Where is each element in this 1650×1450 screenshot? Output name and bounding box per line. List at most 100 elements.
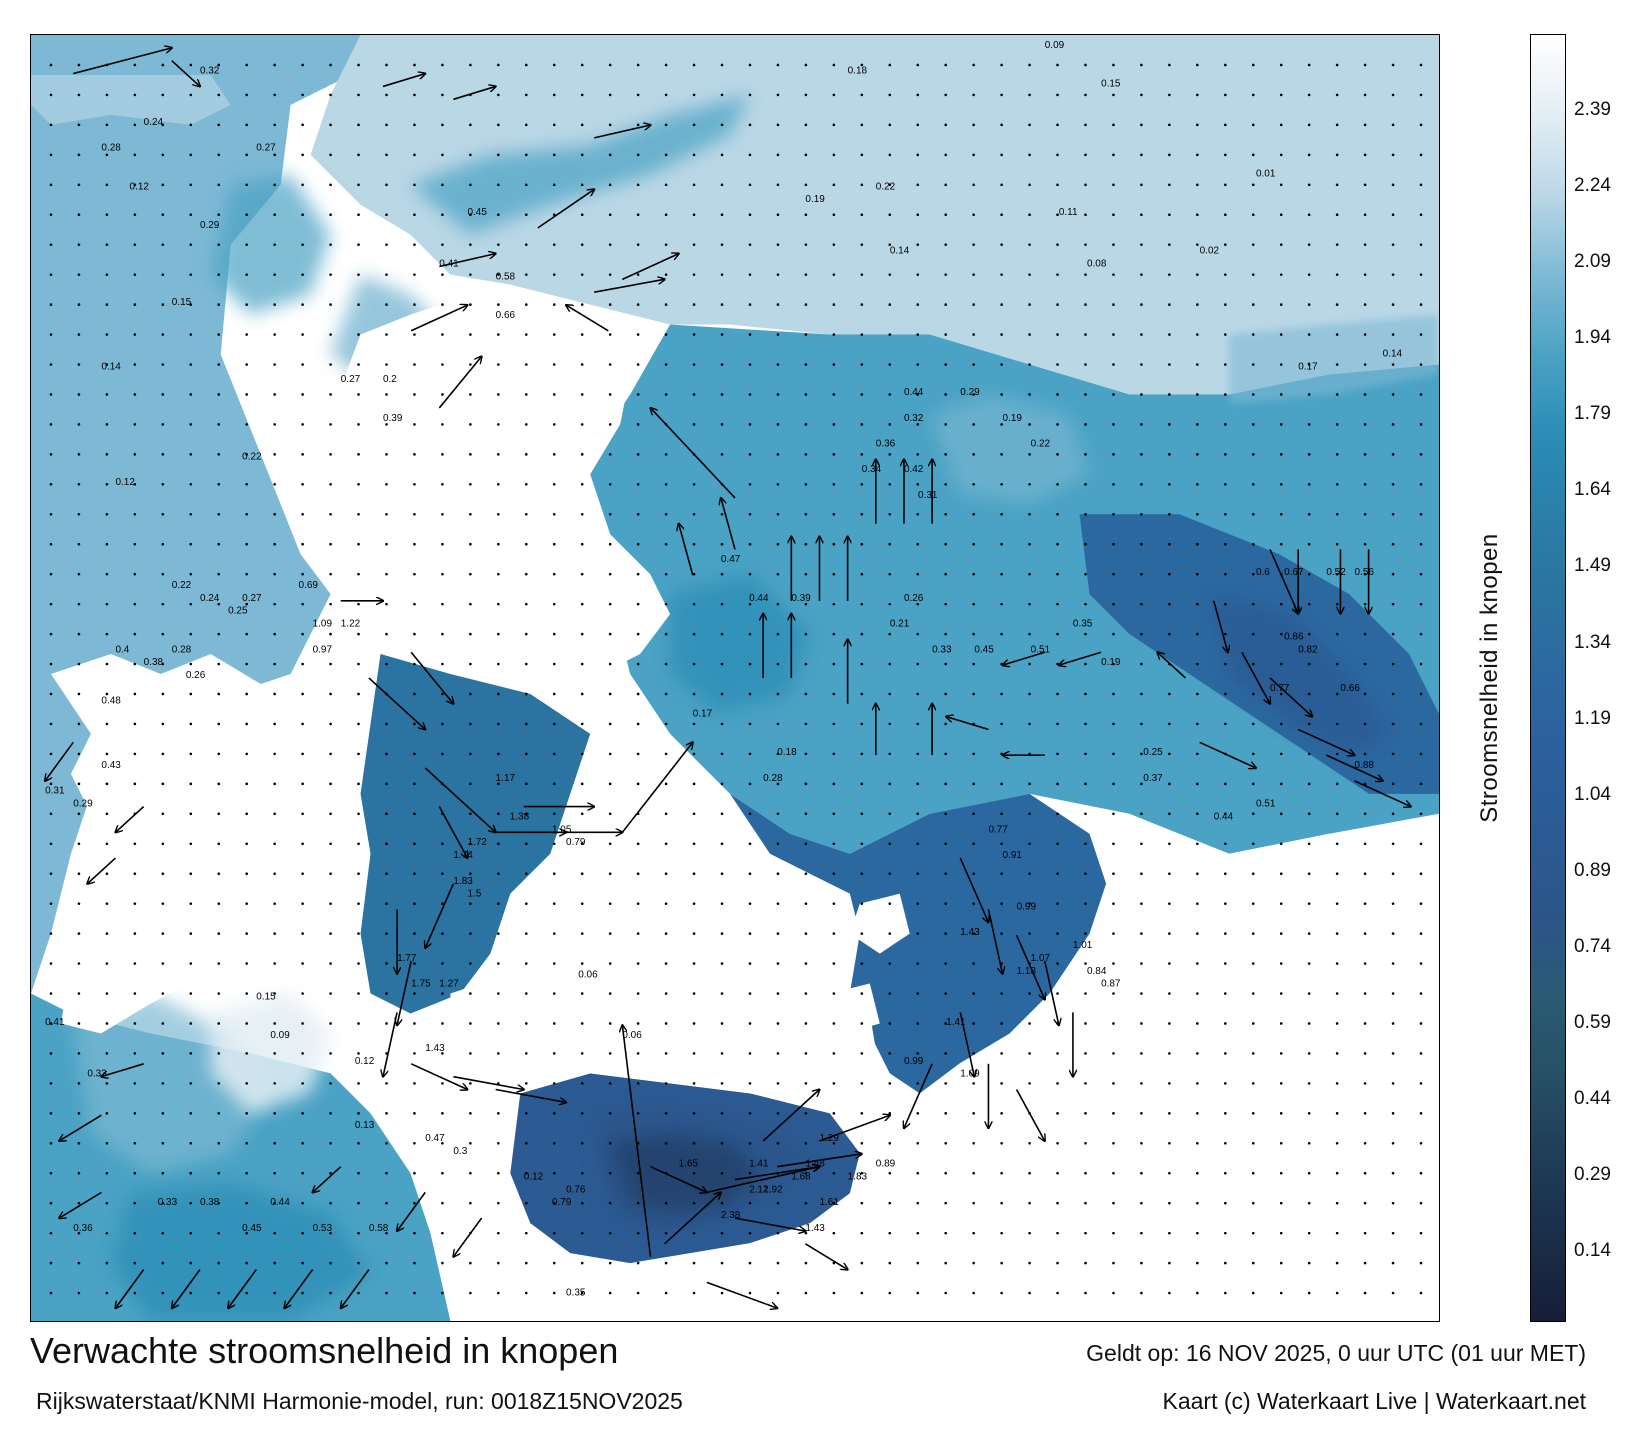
grid-dot bbox=[1224, 63, 1227, 67]
grid-dot bbox=[273, 333, 276, 336]
grid-dot bbox=[720, 1201, 724, 1205]
grid-dot bbox=[245, 63, 248, 67]
grid-dot bbox=[189, 872, 193, 875]
grid-dot bbox=[524, 333, 528, 336]
grid-dot bbox=[133, 63, 137, 67]
grid-dot bbox=[944, 572, 947, 576]
grid-dot bbox=[49, 63, 53, 67]
grid-dot bbox=[1000, 872, 1003, 875]
grid-dot bbox=[385, 842, 388, 846]
grid-dot bbox=[1307, 1291, 1311, 1295]
grid-dot bbox=[77, 992, 81, 995]
grid-dot bbox=[1140, 93, 1143, 97]
grid-dot bbox=[189, 962, 193, 965]
grid-dot bbox=[1307, 542, 1311, 546]
land-areas bbox=[31, 74, 1439, 1321]
grid-dot bbox=[1028, 572, 1031, 576]
grid-dot bbox=[860, 243, 864, 246]
grid-dot bbox=[245, 153, 248, 157]
grid-dot bbox=[1251, 992, 1255, 995]
grid-dot bbox=[524, 1052, 528, 1055]
grid-dot bbox=[1251, 812, 1255, 816]
grid-dot bbox=[217, 962, 221, 965]
grid-dot bbox=[832, 1082, 836, 1085]
grid-dot bbox=[776, 632, 780, 636]
grid-dot bbox=[1000, 1022, 1003, 1025]
current-arrow bbox=[410, 1063, 467, 1090]
grid-dot bbox=[497, 752, 500, 756]
grid-dot bbox=[1307, 902, 1311, 905]
grid-dot bbox=[133, 273, 137, 276]
grid-dot bbox=[49, 1201, 53, 1205]
grid-dot bbox=[1307, 1141, 1311, 1145]
grid-dot bbox=[608, 63, 612, 67]
grid-dot bbox=[1028, 363, 1031, 366]
grid-dot bbox=[189, 902, 193, 905]
grid-dot bbox=[1419, 1291, 1423, 1295]
grid-dot bbox=[413, 423, 416, 426]
grid-dot bbox=[1335, 692, 1339, 696]
grid-dot bbox=[608, 1231, 612, 1235]
speed-label: 1.65 bbox=[679, 1159, 699, 1170]
grid-dot bbox=[1084, 273, 1087, 276]
grid-dot bbox=[77, 1141, 81, 1145]
grid-dot bbox=[1335, 782, 1339, 786]
grid-dot bbox=[1056, 572, 1059, 576]
map-frame[interactable]: 0.32 0.24 0.28 0.12 0.27 0.29 0.15 0.14 0.41 0.45… bbox=[30, 34, 1440, 1322]
grid-dot bbox=[301, 662, 304, 666]
grid-dot bbox=[748, 1201, 752, 1205]
grid-dot bbox=[161, 572, 165, 576]
grid-dot bbox=[497, 273, 500, 276]
grid-dot bbox=[748, 1082, 752, 1085]
colorbar bbox=[1530, 34, 1566, 1322]
grid-dot bbox=[273, 1201, 276, 1205]
grid-dot bbox=[636, 932, 640, 935]
grid-dot bbox=[217, 842, 221, 846]
grid-dot bbox=[497, 393, 500, 396]
grid-dot bbox=[916, 1201, 920, 1205]
grid-dot bbox=[608, 512, 612, 516]
grid-dot bbox=[357, 1082, 360, 1085]
grid-dot bbox=[552, 542, 556, 546]
grid-dot bbox=[636, 1291, 640, 1295]
grid-dot bbox=[1000, 1112, 1003, 1115]
grid-dot bbox=[664, 393, 668, 396]
grid-dot bbox=[748, 363, 752, 366]
grid-dot bbox=[1363, 303, 1367, 306]
grid-dot bbox=[664, 902, 668, 905]
grid-dot bbox=[49, 902, 53, 905]
grid-dot bbox=[888, 632, 892, 636]
grid-dot bbox=[1279, 722, 1283, 726]
grid-dot bbox=[189, 273, 193, 276]
grid-dot bbox=[1028, 93, 1031, 97]
current-speed-map[interactable]: 0.320.240.280.120.270.290.150.140.410.45… bbox=[31, 35, 1439, 1321]
grid-dot bbox=[469, 393, 472, 396]
grid-dot bbox=[916, 1231, 920, 1235]
grid-dot bbox=[1307, 962, 1311, 965]
grid-dot bbox=[245, 542, 248, 546]
grid-dot bbox=[804, 273, 808, 276]
grid-dot bbox=[329, 872, 332, 875]
grid-dot bbox=[1000, 632, 1003, 636]
grid-dot bbox=[804, 453, 808, 456]
grid-dot bbox=[1363, 1291, 1367, 1295]
current-arrow bbox=[594, 279, 664, 293]
grid-dot bbox=[1251, 393, 1255, 396]
speed-label: 0.15 bbox=[1101, 78, 1121, 89]
grid-dot bbox=[1112, 1022, 1115, 1025]
grid-dot bbox=[301, 602, 304, 606]
grid-dot bbox=[1419, 1082, 1423, 1085]
speed-label: 0.67 bbox=[1284, 567, 1304, 578]
grid-dot bbox=[1391, 303, 1395, 306]
grid-dot bbox=[441, 902, 444, 905]
grid-dot bbox=[804, 752, 808, 756]
grid-dot bbox=[469, 512, 472, 516]
grid-dot bbox=[664, 1261, 668, 1265]
grid-dot bbox=[832, 992, 836, 995]
grid-dot bbox=[385, 423, 388, 426]
grid-dot bbox=[1056, 842, 1059, 846]
grid-dot bbox=[804, 872, 808, 875]
grid-dot bbox=[636, 1022, 640, 1025]
speed-label: 1.22 bbox=[341, 619, 361, 630]
grid-dot bbox=[329, 1291, 332, 1295]
